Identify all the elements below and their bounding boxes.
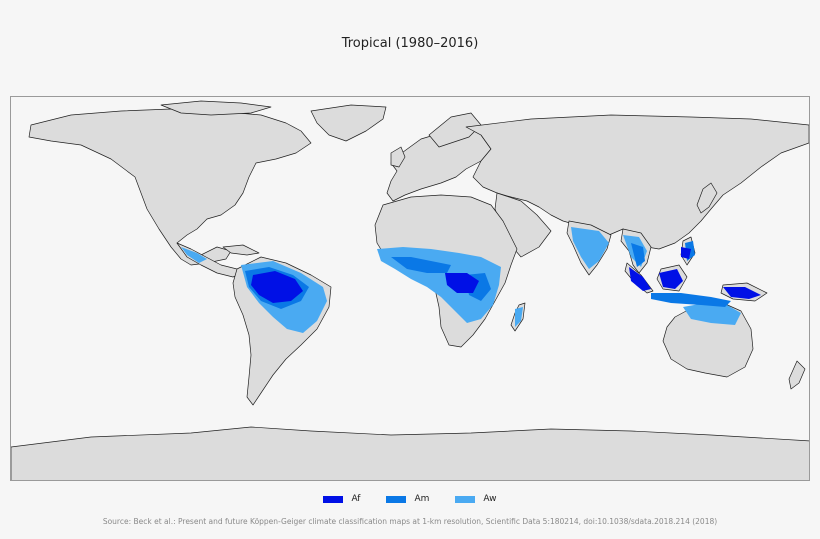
north-america-land — [28, 108, 312, 266]
arctic-islands-land — [160, 100, 272, 116]
legend-label-af: Af — [351, 494, 361, 504]
cuba-land — [222, 244, 260, 256]
legend-item-af: Af — [323, 494, 360, 504]
legend-item-aw: Aw — [455, 494, 497, 504]
map-title: Tropical (1980–2016) — [341, 36, 479, 51]
af-zones — [251, 247, 761, 303]
antarctica-land — [11, 426, 809, 480]
legend: Af Am Aw — [0, 494, 820, 504]
greenland-land — [310, 104, 387, 142]
japan-land — [696, 182, 718, 214]
legend-label-am: Am — [414, 494, 430, 504]
world-map — [10, 96, 810, 481]
legend-label-aw: Aw — [483, 494, 497, 504]
legend-item-am: Am — [386, 494, 429, 504]
new-zealand-land — [788, 360, 806, 390]
legend-swatch-am — [386, 495, 407, 503]
legend-swatch-af — [323, 495, 344, 503]
source-citation: Source: Beck et al.: Present and future … — [102, 517, 718, 526]
legend-swatch-aw — [455, 495, 476, 503]
britain-land — [390, 146, 406, 168]
